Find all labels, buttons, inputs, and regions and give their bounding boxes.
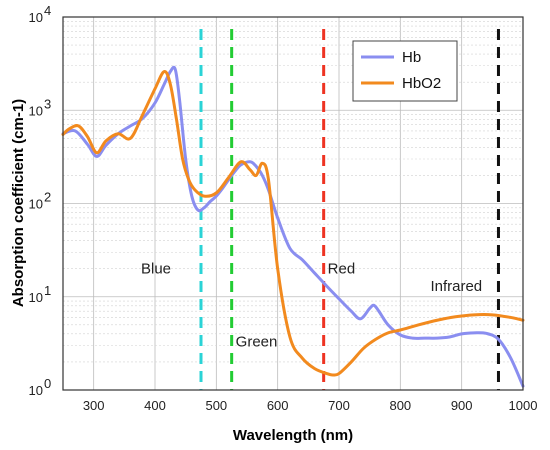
x-tick-labels: 300 400 500 600 700 800 900 1000 xyxy=(83,398,538,413)
x-tick-label: 700 xyxy=(328,398,350,413)
y-axis-title: Absorption coefficient (cm-1) xyxy=(10,99,27,307)
y-tick-exponent: 1 xyxy=(44,283,51,298)
x-tick-label: 800 xyxy=(389,398,411,413)
legend-label-hb: Hb xyxy=(402,49,421,66)
y-tick-label: 10 xyxy=(29,10,43,25)
y-tick-label: 10 xyxy=(29,383,43,398)
y-tick-label: 10 xyxy=(29,197,43,212)
x-tick-label: 500 xyxy=(205,398,227,413)
x-tick-label: 300 xyxy=(83,398,105,413)
y-tick-exponent: 3 xyxy=(44,96,51,111)
band-label-blue: Blue xyxy=(141,261,171,278)
y-tick-label: 10 xyxy=(29,290,43,305)
band-labels: Blue Green Red Infrared xyxy=(141,261,482,351)
x-axis-title: Wavelength (nm) xyxy=(233,427,353,444)
band-label-infrared: Infrared xyxy=(430,278,482,295)
x-tick-label: 600 xyxy=(267,398,289,413)
band-label-red: Red xyxy=(328,261,356,278)
y-tick-exponent: 0 xyxy=(44,376,51,391)
x-tick-label: 400 xyxy=(144,398,166,413)
legend: Hb HbO2 xyxy=(352,40,458,102)
band-label-green: Green xyxy=(236,334,278,351)
series-line-hb xyxy=(61,65,525,388)
y-tick-label: 10 xyxy=(29,103,43,118)
data-series xyxy=(61,65,525,388)
y-tick-exponent: 2 xyxy=(44,190,51,205)
x-tick-label: 900 xyxy=(451,398,473,413)
legend-label-hbo2: HbO2 xyxy=(402,75,441,92)
legend-box xyxy=(352,40,458,102)
plot-frame xyxy=(62,16,524,391)
series-line-hbo2 xyxy=(61,70,525,377)
x-tick-label: 1000 xyxy=(509,398,538,413)
y-tick-exponent: 4 xyxy=(44,3,51,18)
